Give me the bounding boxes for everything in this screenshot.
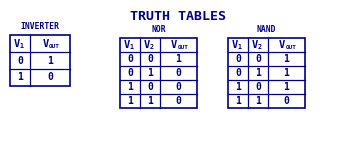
Text: 0: 0 xyxy=(255,54,261,64)
Text: 0: 0 xyxy=(127,54,133,64)
Text: 0: 0 xyxy=(176,68,181,78)
Text: V: V xyxy=(123,40,130,50)
Text: 0: 0 xyxy=(176,96,181,106)
Text: 0: 0 xyxy=(255,82,261,92)
Text: OUT: OUT xyxy=(178,45,189,50)
Text: 0: 0 xyxy=(47,72,53,83)
Text: 1: 1 xyxy=(238,44,242,51)
Text: OUT: OUT xyxy=(49,44,60,48)
Text: OUT: OUT xyxy=(286,45,296,50)
Text: 1: 1 xyxy=(284,82,289,92)
Text: 1: 1 xyxy=(255,68,261,78)
Text: 0: 0 xyxy=(235,68,241,78)
Text: 1: 1 xyxy=(127,82,133,92)
Text: V: V xyxy=(279,40,285,50)
Text: 1: 1 xyxy=(284,68,289,78)
Text: 0: 0 xyxy=(127,68,133,78)
Text: 1: 1 xyxy=(20,43,24,49)
Text: 1: 1 xyxy=(176,54,181,64)
Text: V: V xyxy=(42,39,49,49)
Text: 0: 0 xyxy=(17,56,23,65)
Text: 1: 1 xyxy=(255,96,261,106)
Text: 1: 1 xyxy=(17,72,23,83)
Bar xyxy=(120,38,197,108)
Text: 1: 1 xyxy=(235,82,241,92)
Text: 2: 2 xyxy=(150,44,154,51)
Bar xyxy=(228,38,305,108)
Text: 1: 1 xyxy=(147,68,153,78)
Text: 1: 1 xyxy=(235,96,241,106)
Text: V: V xyxy=(251,40,257,50)
Text: 0: 0 xyxy=(284,96,289,106)
Text: INVERTER: INVERTER xyxy=(21,22,60,31)
Text: V: V xyxy=(171,40,177,50)
Text: V: V xyxy=(143,40,149,50)
Text: TRUTH TABLES: TRUTH TABLES xyxy=(130,10,225,23)
Text: 1: 1 xyxy=(284,54,289,64)
Text: 0: 0 xyxy=(147,82,153,92)
Text: 0: 0 xyxy=(147,54,153,64)
Text: V: V xyxy=(231,40,237,50)
Text: V: V xyxy=(13,39,20,49)
Bar xyxy=(10,35,70,86)
Text: NOR: NOR xyxy=(151,25,166,34)
Text: 1: 1 xyxy=(147,96,153,106)
Text: 1: 1 xyxy=(47,56,53,65)
Text: NAND: NAND xyxy=(257,25,276,34)
Text: 0: 0 xyxy=(176,82,181,92)
Text: 1: 1 xyxy=(130,44,134,51)
Text: 1: 1 xyxy=(127,96,133,106)
Text: 2: 2 xyxy=(258,44,262,51)
Text: 0: 0 xyxy=(235,54,241,64)
